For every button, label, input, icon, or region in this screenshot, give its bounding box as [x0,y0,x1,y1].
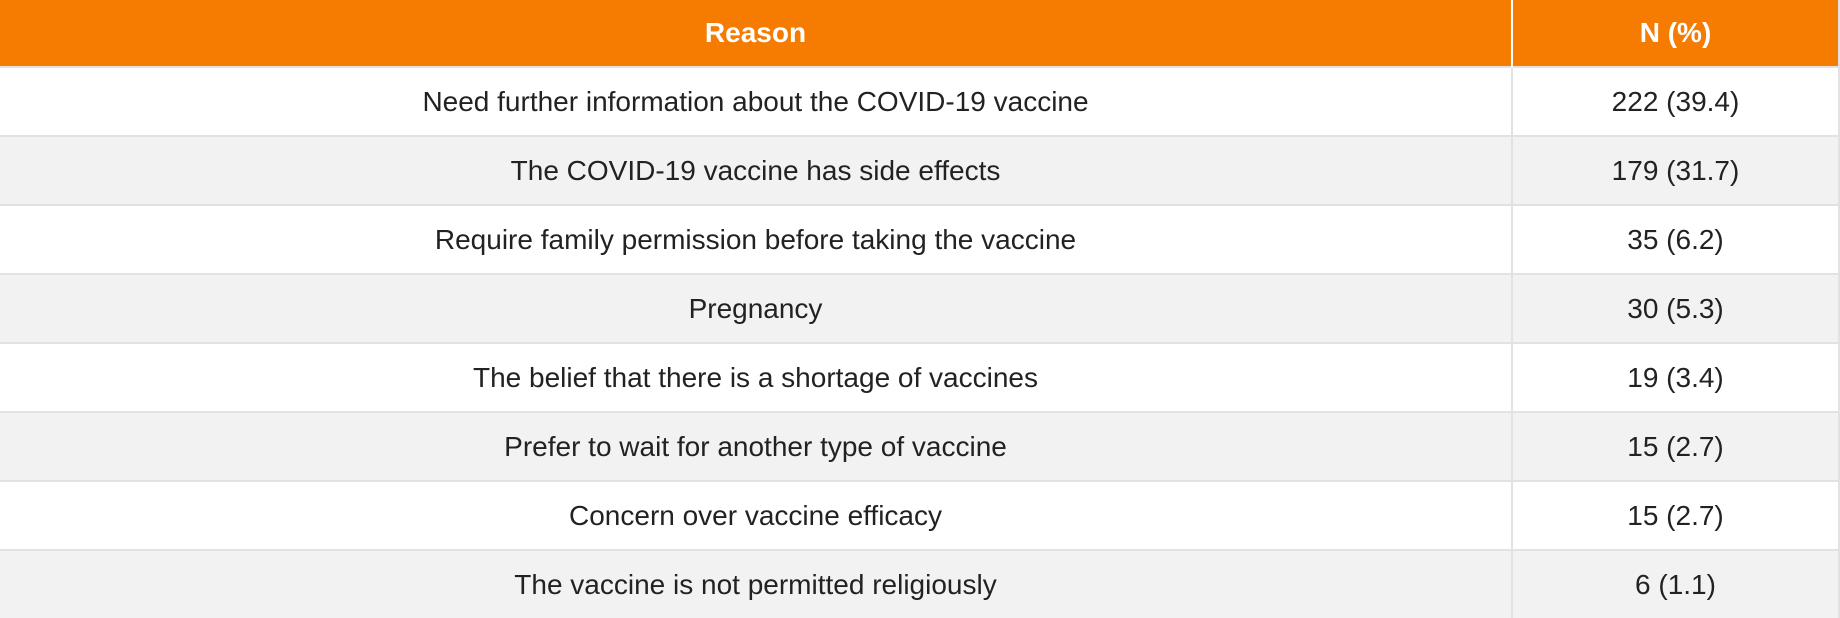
n-percent-cell: 19 (3.4) [1512,342,1838,412]
n-percent-cell: 15 (2.7) [1512,480,1838,550]
reason-cell: The COVID-19 vaccine has side effects [0,135,1513,205]
table-row: Require family permission before taking … [0,204,1838,274]
column-header-reason: Reason [0,0,1513,67]
n-percent-cell: 15 (2.7) [1512,411,1838,481]
table-row: Concern over vaccine efficacy 15 (2.7) [0,480,1838,550]
table-body: Need further information about the COVID… [0,66,1838,618]
n-percent-cell: 6 (1.1) [1512,549,1838,618]
table-row: Pregnancy 30 (5.3) [0,273,1838,343]
reason-cell: Require family permission before taking … [0,204,1513,274]
reason-cell: Need further information about the COVID… [0,66,1513,136]
n-percent-cell: 35 (6.2) [1512,204,1838,274]
table-row: Prefer to wait for another type of vacci… [0,411,1838,481]
reason-cell: Prefer to wait for another type of vacci… [0,411,1513,481]
reason-cell: Concern over vaccine efficacy [0,480,1513,550]
table-row: The COVID-19 vaccine has side effects 17… [0,135,1838,205]
reason-cell: The belief that there is a shortage of v… [0,342,1513,412]
n-percent-cell: 222 (39.4) [1512,66,1838,136]
table-header: Reason N (%) [0,0,1838,67]
column-header-n-percent: N (%) [1512,0,1838,67]
n-percent-cell: 179 (31.7) [1512,135,1838,205]
n-percent-cell: 30 (5.3) [1512,273,1838,343]
table-row: Need further information about the COVID… [0,66,1838,136]
table-row: The belief that there is a shortage of v… [0,342,1838,412]
header-row: Reason N (%) [0,0,1838,67]
reason-cell: Pregnancy [0,273,1513,343]
table-row: The vaccine is not permitted religiously… [0,549,1838,618]
reason-cell: The vaccine is not permitted religiously [0,549,1513,618]
